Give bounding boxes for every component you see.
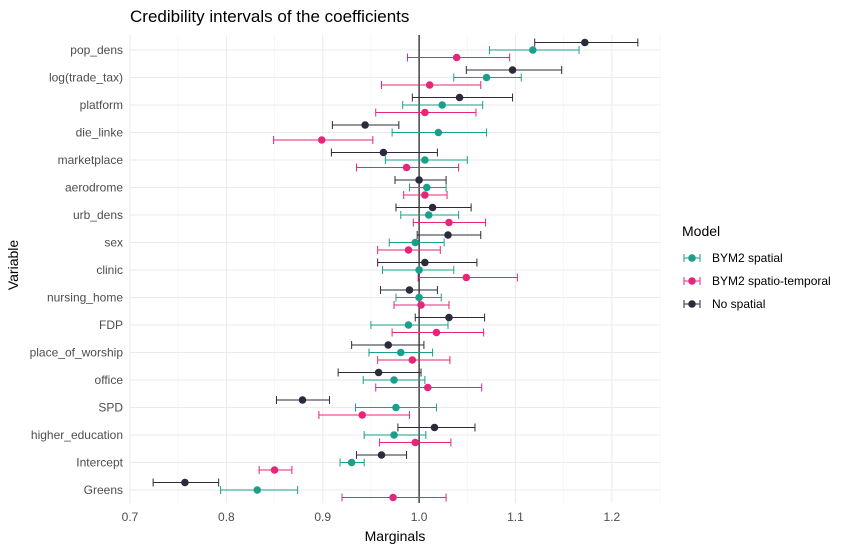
series-bym2-spatial bbox=[220, 46, 580, 494]
point-estimate bbox=[392, 403, 400, 412]
point-estimate bbox=[358, 411, 367, 419]
y-tick-label: nursing_home bbox=[47, 291, 123, 305]
point-estimate bbox=[423, 383, 432, 392]
point-estimate bbox=[452, 53, 461, 62]
point-estimate bbox=[444, 231, 452, 239]
y-tick-label: pop_dens bbox=[70, 43, 123, 57]
x-tick-label: 1.1 bbox=[507, 510, 524, 524]
legend-label: BYM2 spatio-temporal bbox=[712, 274, 831, 288]
chart-title: Credibility intervals of the coefficient… bbox=[130, 7, 409, 26]
y-tick-label: higher_education bbox=[31, 428, 123, 442]
legend-title: Model bbox=[682, 223, 720, 239]
point-estimate bbox=[411, 238, 420, 247]
point-estimate bbox=[347, 458, 356, 467]
legend-item: BYM2 spatial bbox=[683, 251, 783, 265]
point-estimate bbox=[374, 368, 383, 377]
legend-label: BYM2 spatial bbox=[712, 251, 783, 265]
x-tick-label: 0.9 bbox=[314, 510, 331, 524]
legend-label: No spatial bbox=[712, 297, 765, 311]
x-tick-label: 1.0 bbox=[411, 510, 428, 524]
point-estimate bbox=[405, 286, 414, 294]
point-estimate bbox=[417, 301, 425, 309]
x-tick-label: 0.8 bbox=[218, 510, 235, 524]
point-estimate bbox=[445, 313, 453, 322]
point-estimate bbox=[181, 478, 189, 487]
y-tick-label: office bbox=[95, 373, 124, 387]
point-estimate bbox=[421, 191, 429, 199]
point-estimate bbox=[430, 423, 439, 432]
point-estimate bbox=[384, 341, 393, 349]
legend-key-point bbox=[688, 300, 696, 308]
point-estimate bbox=[424, 211, 433, 219]
y-tick-label: Intercept bbox=[76, 456, 123, 470]
legend-key-point bbox=[688, 254, 696, 262]
point-estimate bbox=[421, 108, 429, 117]
y-tick-label: SPD bbox=[98, 401, 123, 415]
point-estimate bbox=[581, 38, 589, 47]
point-estimate bbox=[423, 183, 431, 192]
point-estimate bbox=[455, 93, 464, 102]
point-estimate bbox=[377, 451, 386, 459]
point-estimate bbox=[415, 266, 423, 274]
point-estimate bbox=[404, 246, 413, 254]
y-tick-label: marketplace bbox=[58, 153, 124, 167]
point-estimate bbox=[270, 466, 279, 474]
x-axis-title: Marginals bbox=[365, 528, 426, 544]
point-estimate bbox=[432, 328, 441, 337]
y-tick-label: FDP bbox=[99, 318, 123, 332]
point-estimate bbox=[425, 81, 434, 89]
series-no-spatial bbox=[152, 38, 639, 487]
point-estimate bbox=[421, 156, 429, 164]
y-tick-label: platform bbox=[80, 98, 123, 112]
legend-item: No spatial bbox=[683, 297, 765, 311]
point-estimate bbox=[482, 73, 491, 82]
x-tick-label: 1.2 bbox=[603, 510, 620, 524]
y-tick-label: sex bbox=[104, 236, 123, 250]
point-estimate bbox=[462, 273, 471, 282]
point-estimate bbox=[404, 321, 413, 329]
y-axis-ticks: pop_dens log(trade_tax) platform die_linkem… bbox=[30, 43, 124, 497]
point-estimate bbox=[438, 101, 447, 109]
point-estimate bbox=[508, 66, 517, 74]
x-axis-ticks: 0.7 0.8 0.9 1.0 1.1 1.2 bbox=[122, 510, 621, 524]
series-bym2-spatio-temporal bbox=[258, 53, 518, 502]
point-estimate bbox=[415, 293, 423, 302]
point-estimate bbox=[402, 163, 411, 172]
y-tick-label: Greens bbox=[84, 483, 123, 497]
y-tick-label: aerodrome bbox=[65, 181, 123, 195]
point-estimate bbox=[421, 258, 429, 267]
y-axis-title: Variable bbox=[5, 240, 21, 291]
point-estimate bbox=[445, 218, 453, 227]
point-estimate bbox=[408, 356, 417, 364]
point-estimate bbox=[317, 136, 326, 144]
point-estimate bbox=[298, 396, 307, 404]
point-estimate bbox=[361, 121, 369, 129]
point-estimate bbox=[379, 148, 388, 157]
point-estimate bbox=[428, 203, 437, 212]
x-tick-label: 0.7 bbox=[122, 510, 139, 524]
y-tick-label: die_linke bbox=[76, 126, 124, 140]
point-estimate bbox=[396, 348, 405, 357]
point-estimate bbox=[529, 46, 537, 54]
point-estimate bbox=[389, 493, 397, 502]
legend-item: BYM2 spatio-temporal bbox=[683, 274, 831, 288]
point-estimate bbox=[434, 128, 443, 137]
chart-marks bbox=[152, 38, 639, 502]
y-tick-label: urb_dens bbox=[73, 208, 123, 222]
point-estimate bbox=[390, 431, 398, 439]
y-tick-label: log(trade_tax) bbox=[49, 71, 123, 85]
point-estimate bbox=[253, 486, 261, 494]
point-estimate bbox=[415, 176, 423, 184]
legend: Model BYM2 spatial BYM2 spatio-temporal No… bbox=[682, 223, 831, 311]
y-tick-label: clinic bbox=[96, 263, 123, 277]
y-tick-label: place_of_worship bbox=[30, 346, 124, 360]
point-estimate bbox=[411, 438, 420, 447]
legend-key-point bbox=[688, 277, 696, 285]
point-estimate bbox=[390, 376, 398, 384]
